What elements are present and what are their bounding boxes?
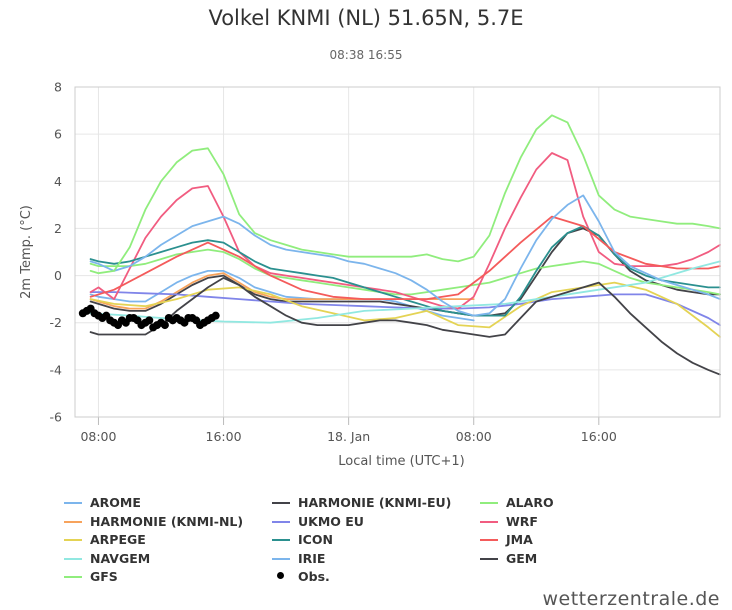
y-axis-title: 2m Temp. (°C) (19, 205, 34, 299)
series-line-icon (89, 225, 721, 317)
y-tick-label: 2 (54, 221, 62, 236)
legend-label: GFS (90, 569, 118, 584)
legend-label: ARPEGE (90, 532, 146, 547)
series-line-arpege (89, 281, 721, 338)
y-tick-label: 4 (54, 174, 62, 189)
legend-label: AROME (90, 495, 141, 510)
legend-line-icon (480, 557, 498, 560)
legend-line-icon (64, 557, 82, 560)
legend-line-icon (64, 520, 82, 523)
obs-point (211, 311, 220, 320)
legend-line-icon (272, 502, 290, 504)
legend-line-icon (480, 502, 498, 504)
legend-label: NAVGEM (90, 550, 151, 566)
series-line-harmonie-knmi-eu (89, 227, 721, 317)
y-tick-label: 6 (54, 127, 62, 142)
x-tick-label: 16:00 (206, 429, 242, 444)
temperature-chart: -6 -4 -2 0 2 4 6 8 08:00 16:00 18. Jan 08:00 16:00 Lo… (19, 80, 721, 469)
legend-line-icon (480, 520, 498, 523)
x-tick-label: 18. Jan (327, 429, 370, 444)
x-tick-label: 08:00 (456, 429, 492, 444)
legend-line-icon (272, 520, 290, 523)
series-lines (89, 114, 721, 376)
x-tick-label: 08:00 (80, 429, 116, 444)
series-line-wrf (89, 152, 721, 310)
legend-label: ALARO (506, 495, 554, 510)
obs-point (145, 316, 154, 325)
x-axis-title: Local time (UTC+1) (338, 454, 464, 469)
series-line-gem (89, 277, 721, 376)
legend-label: HARMONIE (KNMI-EU) (298, 495, 452, 510)
legend-dot-icon (277, 572, 284, 579)
axes: -6 -4 -2 0 2 4 6 8 08:00 16:00 18. Jan 08:00 16:00 Lo… (19, 80, 721, 469)
y-tick-label: -4 (50, 362, 63, 377)
legend-line-icon (272, 539, 290, 541)
series-line-navgem (89, 260, 721, 324)
legend-label: UKMO EU (298, 513, 364, 529)
series-line-irie (89, 194, 721, 317)
obs-point (160, 321, 169, 330)
y-tick-label: 0 (54, 268, 62, 283)
legend-label: GEM (506, 550, 538, 566)
legend-label: Obs. (298, 569, 330, 584)
observation-points (78, 304, 220, 332)
plot-frame (74, 86, 721, 418)
series-line-jma (89, 215, 721, 300)
legend-line-icon (480, 539, 498, 541)
x-tick-label: 16:00 (581, 429, 617, 444)
legend-label: WRF (506, 513, 538, 529)
legend-line-icon (64, 576, 82, 578)
site-credit[interactable]: wetterzentrale.de (542, 588, 720, 610)
legend-line-icon (272, 557, 290, 560)
legend-line-icon (64, 539, 82, 541)
grid (75, 86, 720, 418)
legend-label: HARMONIE (KNMI-NL) (90, 513, 244, 529)
legend-label: JMA (506, 532, 533, 547)
y-tick-label: -6 (50, 410, 63, 425)
y-tick-label: 8 (54, 80, 62, 95)
legend-line-icon (64, 502, 82, 504)
chart-title: Volkel KNMI (NL) 51.65N, 5.7E (208, 6, 524, 30)
legend-label: ICON (298, 532, 333, 547)
legend-label: IRIE (298, 550, 326, 566)
chart-subtitle: 08:38 16:55 (329, 48, 403, 62)
y-tick-label: -2 (50, 315, 62, 330)
series-line-gfs (89, 114, 721, 275)
